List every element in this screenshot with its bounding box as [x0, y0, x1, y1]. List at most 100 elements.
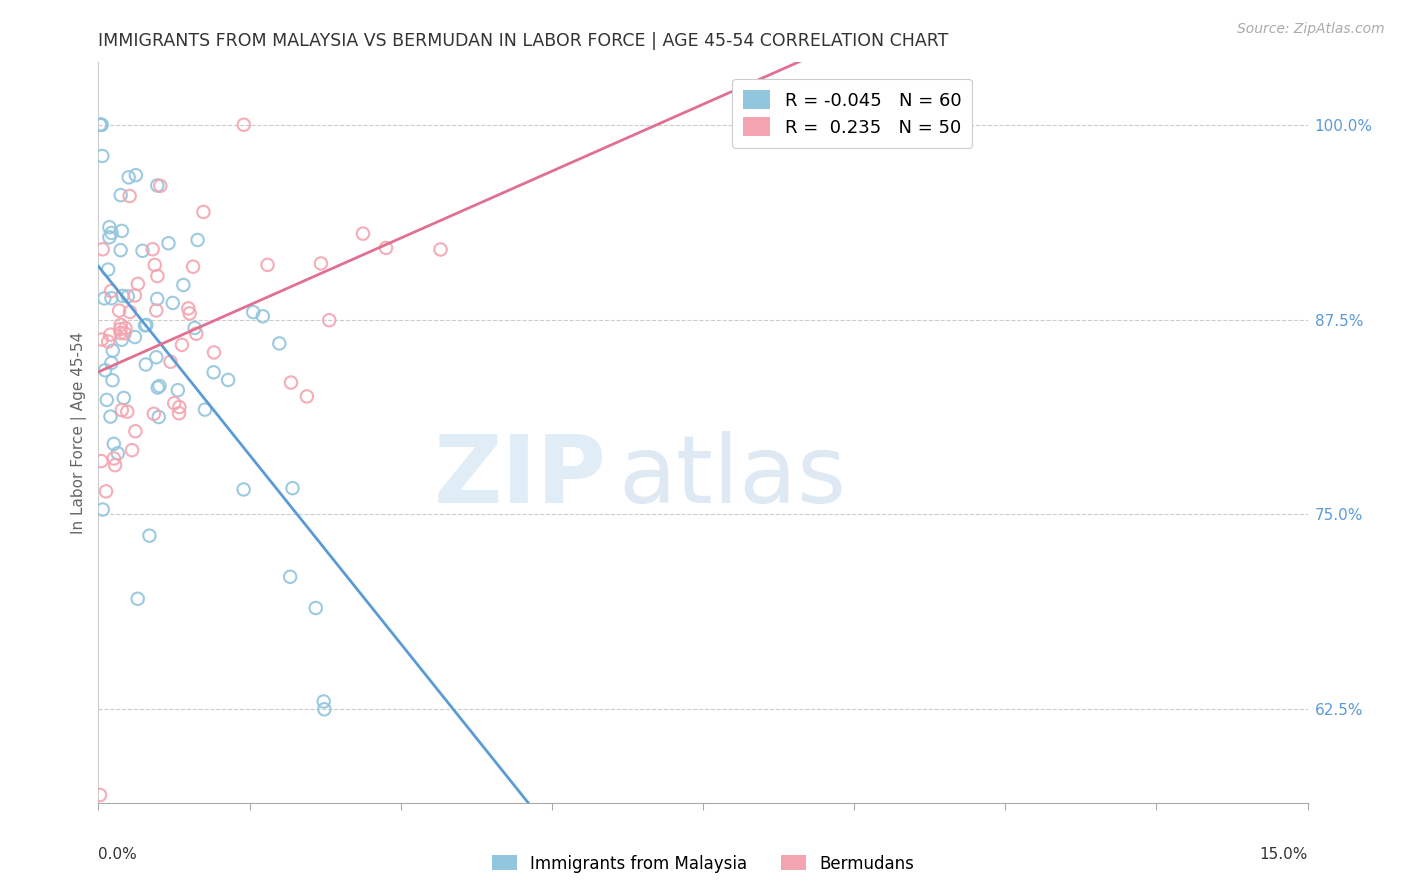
Text: 15.0%: 15.0% — [1260, 847, 1308, 863]
Point — [149, 178, 172, 193]
Text: Source: ZipAtlas.com: Source: ZipAtlas.com — [1237, 22, 1385, 37]
Point — [232, 118, 254, 132]
Point — [118, 189, 141, 203]
Point — [114, 321, 136, 335]
Point — [124, 330, 146, 344]
Point — [110, 188, 132, 202]
Point — [134, 318, 156, 333]
Point — [124, 288, 146, 302]
Point — [90, 118, 112, 132]
Point — [127, 591, 149, 606]
Point — [166, 383, 188, 397]
Point — [148, 379, 170, 393]
Point — [181, 260, 204, 274]
Point — [148, 409, 170, 424]
Point — [100, 356, 122, 370]
Point — [295, 389, 318, 403]
Point — [100, 226, 122, 240]
Point — [146, 178, 169, 193]
Point — [169, 400, 191, 414]
Point — [162, 296, 184, 310]
Point — [145, 303, 167, 318]
Point — [114, 326, 136, 341]
Point — [111, 289, 134, 303]
Point — [124, 424, 146, 438]
Point — [194, 402, 217, 417]
Point — [94, 484, 117, 499]
Point — [202, 365, 225, 379]
Text: atlas: atlas — [619, 431, 846, 523]
Point — [252, 310, 274, 324]
Point — [111, 403, 134, 417]
Text: 0.0%: 0.0% — [98, 847, 138, 863]
Point — [146, 268, 169, 283]
Point — [103, 437, 125, 451]
Point — [91, 502, 114, 516]
Point — [309, 256, 332, 270]
Point — [157, 236, 180, 251]
Point — [281, 481, 304, 495]
Point — [163, 396, 186, 410]
Point — [232, 483, 254, 497]
Point — [100, 409, 122, 424]
Point — [107, 446, 129, 460]
Point — [146, 380, 169, 394]
Point — [93, 292, 115, 306]
Point — [110, 326, 132, 340]
Point — [121, 443, 143, 458]
Point — [167, 406, 190, 420]
Point — [131, 244, 153, 258]
Point — [170, 338, 193, 352]
Point — [97, 334, 120, 349]
Point — [110, 318, 132, 332]
Point — [103, 451, 125, 466]
Point — [91, 149, 114, 163]
Point — [110, 322, 132, 336]
Point — [89, 788, 111, 802]
Y-axis label: In Labor Force | Age 45-54: In Labor Force | Age 45-54 — [72, 332, 87, 533]
Point — [100, 284, 122, 298]
Point — [159, 355, 181, 369]
Point — [125, 168, 148, 182]
Point — [142, 242, 165, 256]
Point — [352, 227, 374, 241]
Point — [143, 258, 166, 272]
Point — [135, 318, 157, 332]
Point — [90, 333, 112, 347]
Point — [217, 373, 239, 387]
Point — [375, 241, 398, 255]
Point — [429, 243, 451, 257]
Point — [177, 301, 200, 316]
Point — [138, 529, 160, 543]
Point — [101, 373, 124, 387]
Point — [117, 404, 139, 418]
Text: ZIP: ZIP — [433, 431, 606, 523]
Point — [89, 118, 111, 132]
Point — [145, 350, 167, 364]
Point — [312, 694, 335, 708]
Point — [97, 262, 120, 277]
Point — [179, 306, 201, 320]
Legend: R = -0.045   N = 60, R =  0.235   N = 50: R = -0.045 N = 60, R = 0.235 N = 50 — [733, 78, 972, 147]
Point — [112, 391, 135, 405]
Point — [98, 327, 121, 342]
Point — [111, 333, 134, 347]
Point — [104, 458, 127, 472]
Point — [94, 363, 117, 377]
Point — [127, 277, 149, 291]
Point — [98, 230, 121, 244]
Point — [269, 336, 291, 351]
Point — [256, 258, 278, 272]
Point — [187, 233, 209, 247]
Point — [118, 170, 141, 185]
Point — [146, 292, 169, 306]
Point — [318, 313, 340, 327]
Point — [118, 305, 141, 319]
Point — [278, 570, 301, 584]
Point — [135, 358, 157, 372]
Point — [305, 601, 328, 615]
Point — [202, 345, 225, 359]
Point — [100, 291, 122, 305]
Legend: Immigrants from Malaysia, Bermudans: Immigrants from Malaysia, Bermudans — [485, 848, 921, 880]
Point — [90, 118, 112, 132]
